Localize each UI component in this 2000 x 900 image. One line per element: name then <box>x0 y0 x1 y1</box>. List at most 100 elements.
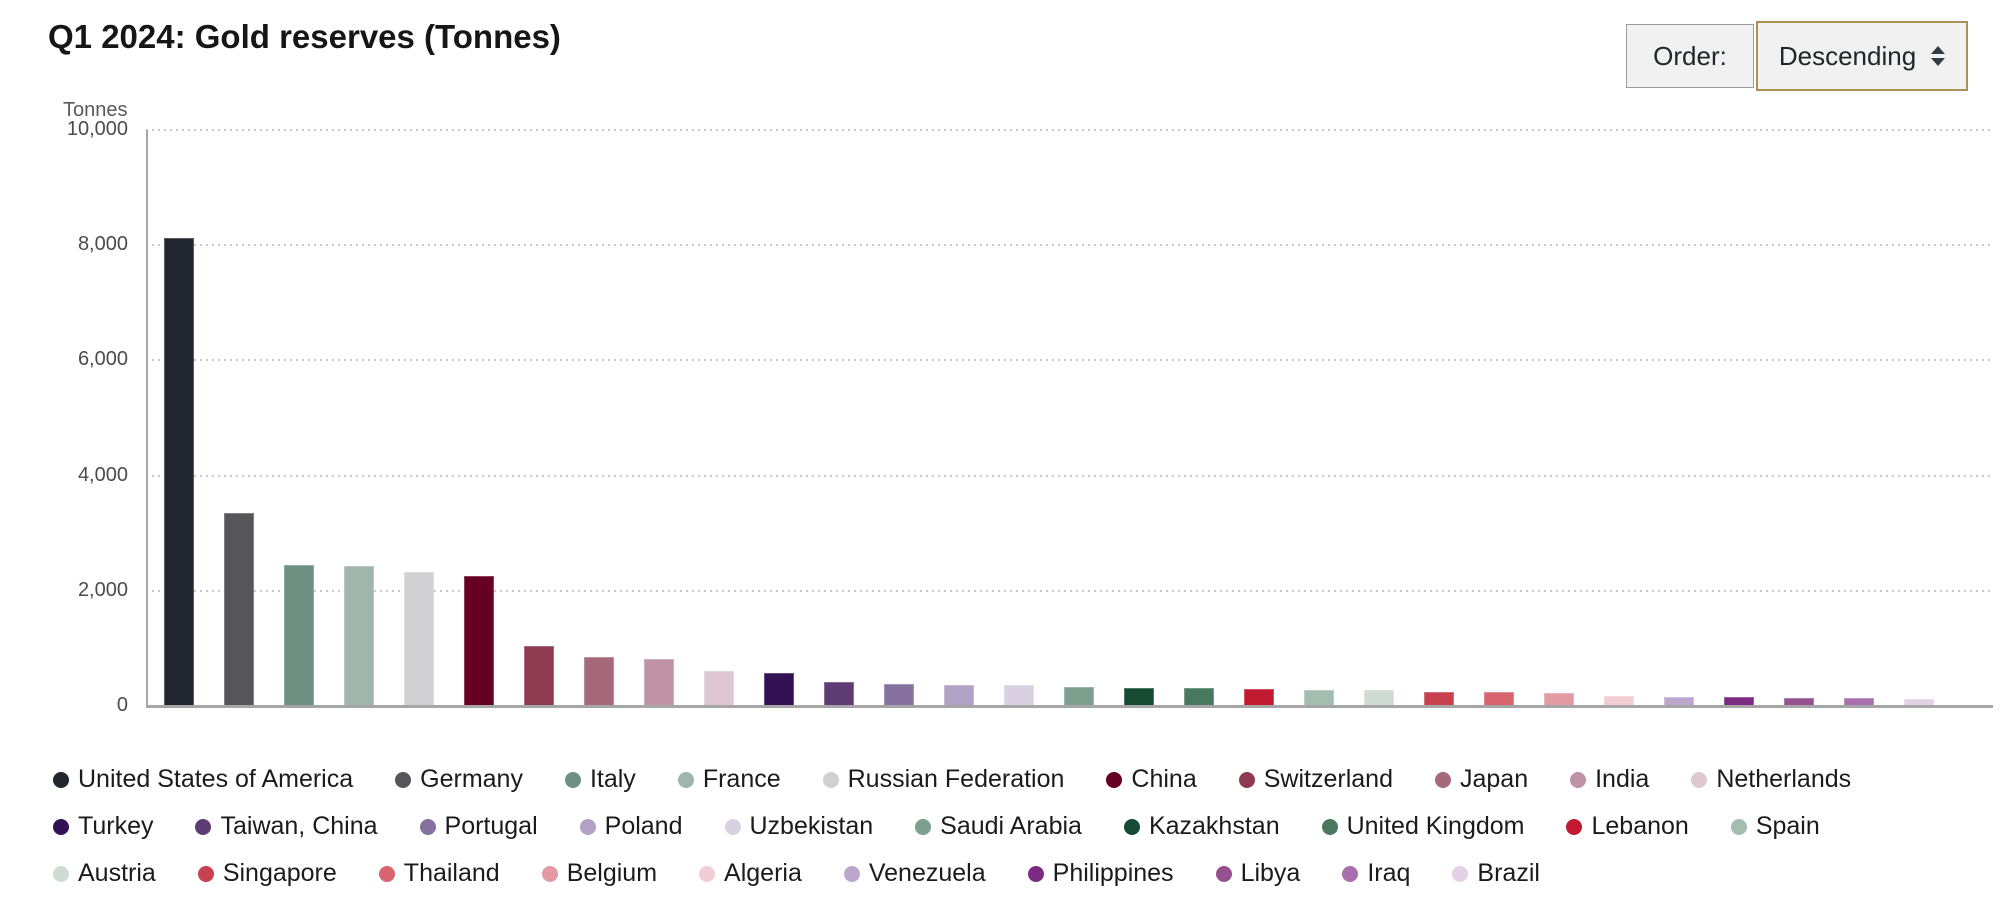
legend-item-label: Turkey <box>78 812 154 840</box>
y-tick-label: 0 <box>116 694 128 716</box>
bar-libya[interactable] <box>1784 698 1814 706</box>
legend-item-label: United States of America <box>78 765 354 793</box>
bar-venezuela[interactable] <box>1664 697 1694 706</box>
gridline <box>146 129 1993 131</box>
legend-item-venezuela[interactable]: Venezuela <box>843 859 986 888</box>
legend-item-uzbekistan[interactable]: Uzbekistan <box>724 812 874 841</box>
bar-united-kingdom[interactable] <box>1184 688 1214 706</box>
bar-belgium[interactable] <box>1544 693 1574 706</box>
legend-item-label: Austria <box>78 859 156 887</box>
legend-swatch-icon <box>1570 771 1587 788</box>
legend-item-philippines[interactable]: Philippines <box>1027 859 1174 888</box>
legend-item-label: China <box>1131 765 1197 793</box>
bar-saudi-arabia[interactable] <box>1064 687 1094 706</box>
legend-item-iraq[interactable]: Iraq <box>1342 859 1410 888</box>
bar-austria[interactable] <box>1364 690 1394 706</box>
bar-portugal[interactable] <box>884 684 914 706</box>
bar-spain[interactable] <box>1304 690 1334 706</box>
legend-item-libya[interactable]: Libya <box>1215 859 1300 888</box>
legend-item-belgium[interactable]: Belgium <box>541 859 657 888</box>
legend-item-label: Germany <box>420 765 523 793</box>
legend-item-label: Uzbekistan <box>749 812 874 840</box>
legend-item-label: Lebanon <box>1591 812 1689 840</box>
legend-item-saudi-arabia[interactable]: Saudi Arabia <box>915 812 1082 841</box>
legend-item-thailand[interactable]: Thailand <box>378 859 500 888</box>
legend-item-united-states-of-america[interactable]: United States of America <box>53 765 353 794</box>
bar-brazil[interactable] <box>1904 699 1934 706</box>
legend-item-label: Brazil <box>1477 859 1540 887</box>
legend-item-lebanon[interactable]: Lebanon <box>1566 812 1689 841</box>
legend-item-label: France <box>702 765 781 793</box>
legend-swatch-icon <box>699 865 716 882</box>
bar-switzerland[interactable] <box>524 646 554 706</box>
legend-item-label: Saudi Arabia <box>940 812 1082 840</box>
legend-item-poland[interactable]: Poland <box>579 812 683 841</box>
legend-row: United States of America Germany Italy Fran… <box>53 756 1851 803</box>
legend-item-label: Algeria <box>724 859 802 887</box>
legend-item-algeria[interactable]: Algeria <box>699 859 802 888</box>
legend-item-label: Venezuela <box>868 859 986 887</box>
gridline <box>146 359 1993 362</box>
legend-item-portugal[interactable]: Portugal <box>419 812 538 841</box>
legend-item-china[interactable]: China <box>1106 765 1197 794</box>
legend-item-kazakhstan[interactable]: Kazakhstan <box>1123 812 1280 841</box>
legend-swatch-icon <box>564 771 581 788</box>
order-select[interactable]: Descending <box>1756 21 1968 91</box>
bar-netherlands[interactable] <box>704 671 734 706</box>
legend-item-brazil[interactable]: Brazil <box>1452 859 1540 888</box>
legend-item-japan[interactable]: Japan <box>1434 765 1529 794</box>
legend-swatch-icon <box>197 865 214 882</box>
legend-item-switzerland[interactable]: Switzerland <box>1238 765 1393 794</box>
bar-germany[interactable] <box>224 513 254 706</box>
bar-taiwan-china[interactable] <box>824 682 854 706</box>
order-label-text: Order: <box>1653 40 1727 71</box>
bar-china[interactable] <box>464 576 494 706</box>
legend-item-united-kingdom[interactable]: United Kingdom <box>1321 812 1525 841</box>
bar-lebanon[interactable] <box>1244 689 1274 706</box>
bar-france[interactable] <box>344 566 374 706</box>
bar-italy[interactable] <box>284 565 314 706</box>
bar-turkey[interactable] <box>764 673 794 706</box>
bar-uzbekistan[interactable] <box>1004 685 1034 706</box>
bar-thailand[interactable] <box>1484 692 1514 706</box>
sort-arrows-icon <box>1931 46 1946 66</box>
bar-india[interactable] <box>644 659 674 706</box>
y-axis-line <box>146 130 148 706</box>
legend-item-label: United Kingdom <box>1346 812 1525 840</box>
bar-poland[interactable] <box>944 685 974 706</box>
bar-kazakhstan[interactable] <box>1124 688 1154 706</box>
legend-item-label: Switzerland <box>1263 765 1393 793</box>
bar-philippines[interactable] <box>1724 697 1754 706</box>
legend-item-label: Singapore <box>222 859 337 887</box>
bar-united-states-of-america[interactable] <box>164 238 194 706</box>
sort-arrow-up-icon <box>1931 46 1946 54</box>
legend-item-label: Italy <box>589 765 636 793</box>
legend-swatch-icon <box>53 818 69 835</box>
legend-item-italy[interactable]: Italy <box>564 765 636 794</box>
legend-item-russian-federation[interactable]: Russian Federation <box>822 765 1064 794</box>
y-tick-label: 6,000 <box>77 348 128 371</box>
legend-item-singapore[interactable]: Singapore <box>197 859 337 888</box>
legend-item-label: Iraq <box>1367 859 1411 887</box>
bar-singapore[interactable] <box>1424 692 1454 706</box>
bar-russian-federation[interactable] <box>404 572 434 706</box>
legend-swatch-icon <box>1434 771 1451 788</box>
legend-item-turkey[interactable]: Turkey <box>53 812 153 841</box>
legend-item-label: Poland <box>604 812 683 840</box>
legend-swatch-icon <box>195 818 212 835</box>
legend-item-netherlands[interactable]: Netherlands <box>1691 765 1851 794</box>
legend-item-spain[interactable]: Spain <box>1730 812 1820 841</box>
legend-item-taiwan-china[interactable]: Taiwan, China <box>195 812 378 841</box>
legend-swatch-icon <box>1452 865 1469 882</box>
legend-item-france[interactable]: France <box>677 765 781 794</box>
bar-japan[interactable] <box>584 657 614 706</box>
bar-algeria[interactable] <box>1604 696 1634 706</box>
legend-item-india[interactable]: India <box>1570 765 1649 794</box>
y-tick-label: 8,000 <box>77 233 128 256</box>
y-tick-label: 10,000 <box>66 118 128 140</box>
legend-item-austria[interactable]: Austria <box>53 859 156 888</box>
bar-iraq[interactable] <box>1844 698 1874 706</box>
legend-item-label: Japan <box>1459 765 1529 793</box>
legend-swatch-icon <box>1123 818 1140 835</box>
legend-item-germany[interactable]: Germany <box>395 765 523 794</box>
